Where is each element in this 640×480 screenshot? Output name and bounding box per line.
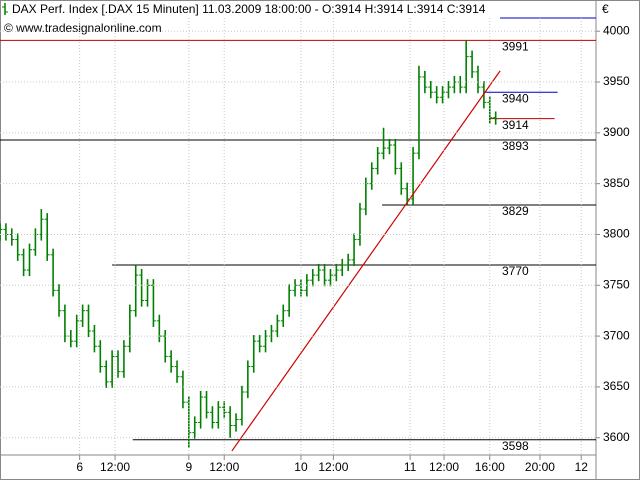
y-unit: €	[602, 2, 609, 16]
x-tick-label: 9	[185, 460, 192, 474]
y-tick-label: 4000	[603, 23, 630, 37]
y-tick-label: 3800	[603, 227, 630, 241]
x-tick-label: 16:00	[475, 460, 505, 474]
chart-title: DAX Perf. Index [.DAX 15 Minuten] 11.03.…	[12, 2, 486, 16]
y-tick-label: 3750	[603, 277, 630, 291]
x-tick-label: 11	[404, 460, 417, 474]
header-icon	[2, 3, 8, 15]
x-tick-label: 12:00	[318, 460, 348, 474]
level-label: 3829	[502, 204, 529, 218]
y-tick-label: 3850	[603, 176, 630, 190]
x-tick-label: 12:00	[209, 460, 239, 474]
level-label: 3914	[502, 118, 529, 132]
x-tick-label: 20:00	[525, 460, 555, 474]
y-tick-label: 3650	[603, 379, 630, 393]
y-tick-label: 3900	[603, 125, 630, 139]
plot-area: 3991 3893 3829 3770 3598 3940 3914	[0, 40, 596, 453]
level-label: 3893	[502, 139, 529, 153]
x-tick-label: 10	[294, 460, 308, 474]
y-tick-label: 3700	[603, 328, 630, 342]
level-label: 3940	[502, 91, 529, 105]
x-tick-label: 12:00	[100, 460, 130, 474]
x-tick-label: 6	[76, 460, 83, 474]
level-label: 3770	[502, 264, 529, 278]
level-label: 3991	[502, 40, 529, 54]
x-tick-label: 12	[575, 460, 589, 474]
y-tick-label: 3950	[603, 74, 630, 88]
y-tick-label: 3600	[603, 430, 630, 444]
chart-subtitle: © www.tradesignalonline.com	[4, 21, 162, 35]
level-label: 3598	[502, 439, 529, 453]
trendline	[231, 70, 501, 452]
x-tick-label: 12:00	[429, 460, 459, 474]
